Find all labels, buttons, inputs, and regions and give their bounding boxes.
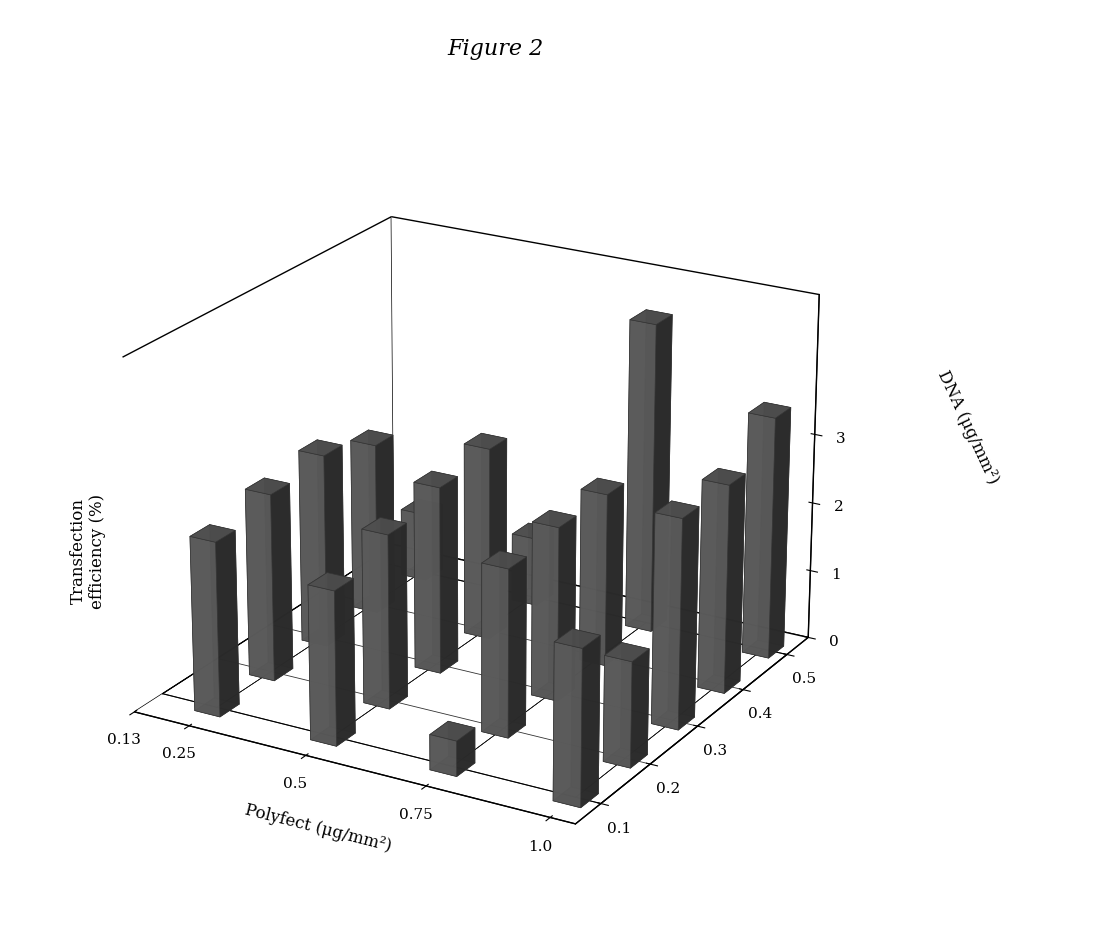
Text: DNA (μg/mm²): DNA (μg/mm²)	[934, 368, 1002, 487]
Text: Figure 2: Figure 2	[447, 38, 543, 60]
X-axis label: Polyfect (μg/mm²): Polyfect (μg/mm²)	[243, 802, 394, 855]
Text: Transfection
efficiency (%): Transfection efficiency (%)	[69, 493, 107, 609]
